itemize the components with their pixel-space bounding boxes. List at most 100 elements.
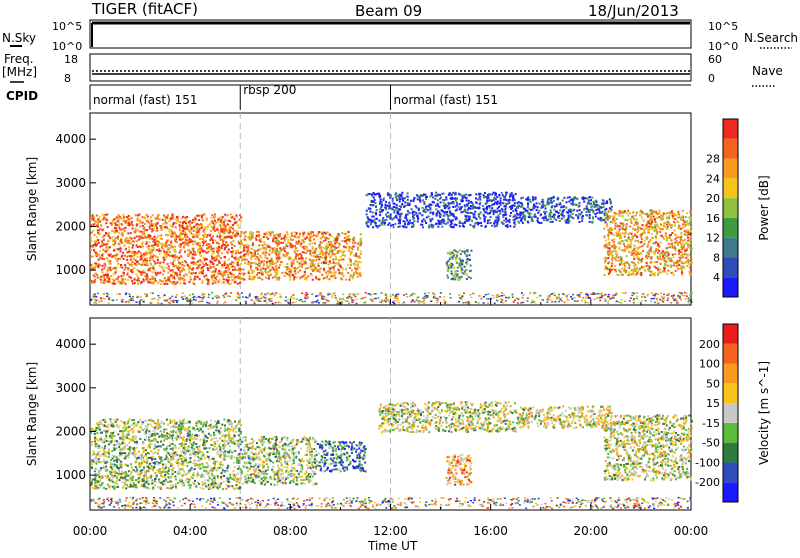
data-cell bbox=[276, 243, 278, 245]
data-cell bbox=[509, 195, 511, 197]
data-cell bbox=[239, 282, 241, 284]
data-cell bbox=[611, 206, 613, 208]
data-cell bbox=[373, 298, 375, 300]
data-cell bbox=[133, 255, 135, 257]
data-cell bbox=[219, 279, 221, 281]
data-cell bbox=[589, 216, 591, 218]
data-cell bbox=[408, 204, 410, 206]
data-cell bbox=[619, 264, 621, 266]
data-cell bbox=[609, 249, 611, 251]
data-cell bbox=[299, 270, 301, 272]
data-cell bbox=[497, 220, 499, 222]
data-cell bbox=[360, 233, 362, 235]
data-cell bbox=[461, 250, 463, 252]
data-cell bbox=[610, 202, 612, 204]
data-cell bbox=[224, 256, 226, 258]
data-cell bbox=[535, 216, 537, 218]
data-cell bbox=[108, 299, 110, 301]
data-cell bbox=[674, 218, 676, 220]
data-cell bbox=[399, 216, 401, 218]
data-cell bbox=[251, 248, 253, 250]
data-cell bbox=[187, 265, 189, 267]
data-cell bbox=[211, 256, 213, 258]
data-cell bbox=[343, 246, 345, 248]
data-cell bbox=[165, 217, 167, 219]
data-cell bbox=[199, 271, 201, 273]
data-cell bbox=[523, 207, 525, 209]
data-cell bbox=[326, 248, 328, 250]
data-cell bbox=[230, 217, 232, 219]
data-cell bbox=[592, 217, 594, 219]
data-cell bbox=[461, 269, 463, 271]
data-cell bbox=[98, 242, 100, 244]
data-cell bbox=[171, 255, 173, 257]
data-cell bbox=[219, 236, 221, 238]
data-cell bbox=[453, 249, 455, 251]
data-cell bbox=[618, 260, 620, 262]
data-cell bbox=[221, 264, 223, 266]
data-cell bbox=[246, 263, 248, 265]
data-cell bbox=[293, 267, 295, 269]
data-cell bbox=[619, 215, 621, 217]
data-cell bbox=[538, 210, 540, 212]
data-cell bbox=[228, 276, 230, 278]
data-cell bbox=[486, 206, 488, 208]
data-cell bbox=[548, 215, 550, 217]
data-cell bbox=[489, 222, 491, 224]
data-cell bbox=[130, 237, 132, 239]
data-cell bbox=[586, 207, 588, 209]
data-cell bbox=[245, 301, 247, 303]
data-cell bbox=[304, 271, 306, 273]
data-cell bbox=[686, 265, 688, 267]
data-cell bbox=[645, 255, 647, 257]
data-cell bbox=[392, 224, 394, 226]
data-cell bbox=[99, 216, 101, 218]
data-cell bbox=[341, 301, 343, 303]
data-cell bbox=[223, 271, 225, 273]
data-cell bbox=[615, 269, 617, 271]
data-cell bbox=[234, 281, 236, 283]
data-cell bbox=[336, 241, 338, 243]
data-cell bbox=[413, 220, 415, 222]
data-cell bbox=[678, 250, 680, 252]
data-cell bbox=[627, 267, 629, 269]
data-cell bbox=[151, 230, 153, 232]
data-cell bbox=[163, 257, 165, 259]
data-cell bbox=[450, 297, 452, 299]
data-cell bbox=[646, 257, 648, 259]
data-cell bbox=[245, 296, 247, 298]
data-cell bbox=[449, 257, 451, 259]
data-cell bbox=[469, 212, 471, 214]
data-cell bbox=[421, 221, 423, 223]
data-cell bbox=[591, 222, 593, 224]
data-cell bbox=[614, 220, 616, 222]
data-cell bbox=[100, 279, 102, 281]
data-cell bbox=[139, 246, 141, 248]
data-cell bbox=[486, 200, 488, 202]
data-cell bbox=[439, 194, 441, 196]
data-cell bbox=[628, 238, 630, 240]
data-cell bbox=[562, 199, 564, 201]
data-cell bbox=[381, 292, 383, 294]
data-cell bbox=[457, 267, 459, 269]
data-cell bbox=[387, 212, 389, 214]
data-cell bbox=[522, 197, 524, 199]
data-cell bbox=[636, 298, 638, 300]
data-cell bbox=[620, 212, 622, 214]
data-cell bbox=[240, 263, 242, 265]
data-cell bbox=[443, 222, 445, 224]
data-cell bbox=[650, 256, 652, 258]
data-cell bbox=[397, 296, 399, 298]
data-cell bbox=[127, 240, 129, 242]
data-cell bbox=[300, 242, 302, 244]
data-cell bbox=[168, 268, 170, 270]
data-cell bbox=[113, 249, 115, 251]
data-cell bbox=[225, 267, 227, 269]
data-cell bbox=[353, 237, 355, 239]
data-cell bbox=[467, 251, 469, 253]
data-cell bbox=[446, 213, 448, 215]
data-cell bbox=[534, 198, 536, 200]
data-cell bbox=[484, 219, 486, 221]
data-cell bbox=[257, 257, 259, 259]
data-cell bbox=[304, 278, 306, 280]
